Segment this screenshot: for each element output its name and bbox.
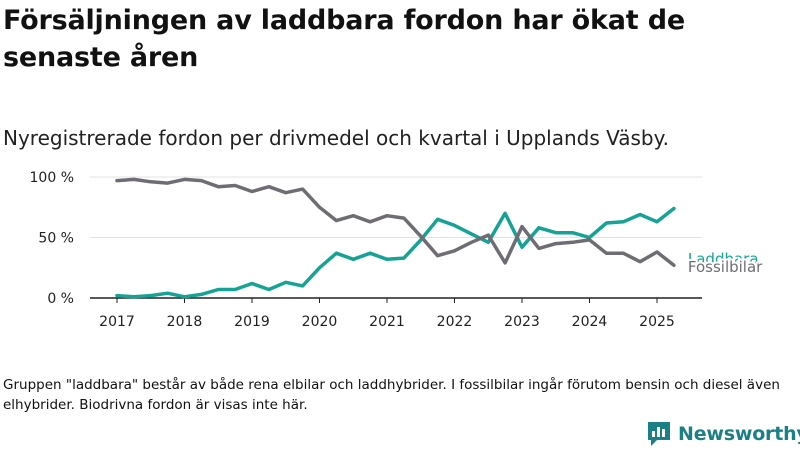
chart-title: Försäljningen av laddbara fordon har öka… bbox=[3, 5, 685, 73]
y-tick-label: 0 % bbox=[47, 291, 74, 307]
x-tick-label: 2020 bbox=[302, 314, 338, 330]
y-tick-label: 50 % bbox=[38, 231, 74, 247]
x-tick-label: 2018 bbox=[167, 314, 203, 330]
series-label-laddbara: Laddbara bbox=[688, 250, 759, 268]
x-tick-label: 2022 bbox=[437, 314, 473, 330]
series-line-fossilbilar bbox=[115, 177, 676, 268]
chart-subtitle: Nyregistrerade fordon per drivmedel och … bbox=[3, 126, 669, 150]
x-tick-label: 2019 bbox=[234, 314, 270, 330]
x-tick-label: 2024 bbox=[572, 314, 608, 330]
series-line-laddbara bbox=[115, 206, 676, 299]
x-tick-label: 2017 bbox=[99, 314, 135, 330]
x-tick-label: 2023 bbox=[504, 314, 540, 330]
brand-logo[interactable]: Newsworthy bbox=[646, 419, 800, 449]
brand-name: Newsworthy bbox=[678, 423, 800, 445]
footnote: Gruppen "laddbara" består av både rena e… bbox=[3, 377, 780, 413]
x-tick-label: 2025 bbox=[639, 314, 675, 330]
y-tick-label: 100 % bbox=[30, 170, 74, 186]
series-label-fossilbilar: Fossilbilar bbox=[688, 258, 763, 276]
x-tick-label: 2021 bbox=[369, 314, 405, 330]
newsworthy-logo-icon bbox=[648, 422, 670, 446]
